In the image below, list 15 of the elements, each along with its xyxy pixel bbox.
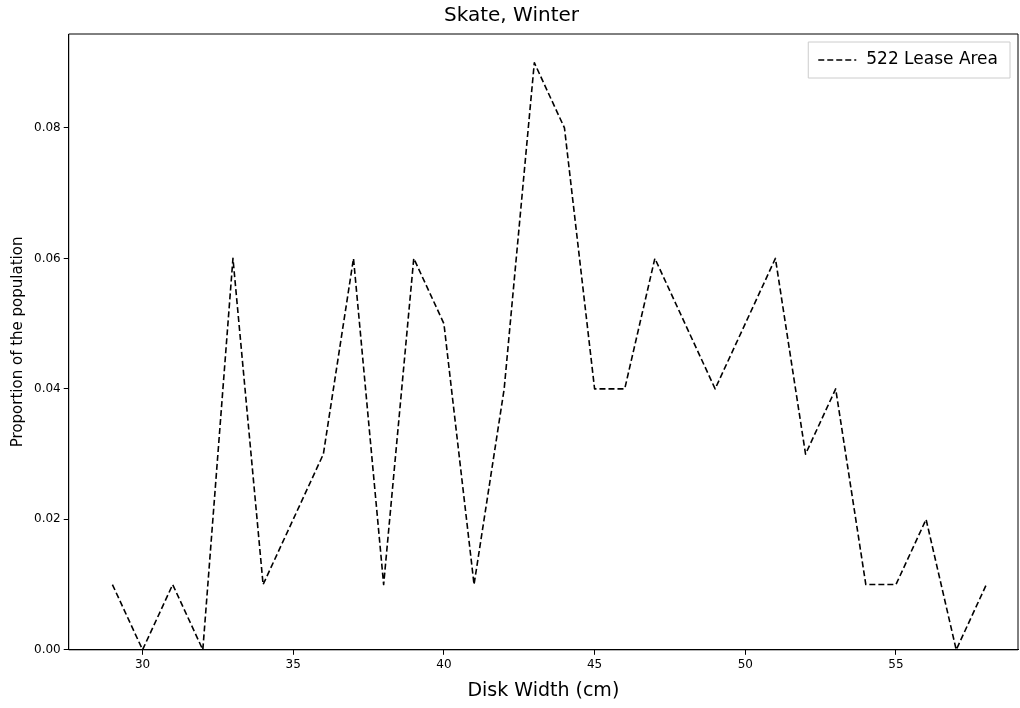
y-tick-label: 0.02 xyxy=(34,511,61,526)
y-tick-label: 0.04 xyxy=(34,380,61,395)
y-axis-title: Proportion of the population xyxy=(7,236,26,448)
x-tick-label: 40 xyxy=(436,657,452,672)
x-tick-label: 35 xyxy=(285,657,301,672)
x-tick-label: 55 xyxy=(888,657,904,672)
legend-label: 522 Lease Area xyxy=(866,48,999,69)
y-tick-label: 0.00 xyxy=(34,641,61,656)
x-axis-title: Disk Width (cm) xyxy=(467,677,620,700)
y-tick-label: 0.06 xyxy=(34,250,61,265)
x-tick-label: 30 xyxy=(134,657,151,672)
chart-title: Skate, Winter xyxy=(444,2,580,27)
y-tick-label: 0.08 xyxy=(34,120,61,135)
x-tick-label: 50 xyxy=(737,657,753,672)
x-tick-label: 45 xyxy=(586,657,603,672)
